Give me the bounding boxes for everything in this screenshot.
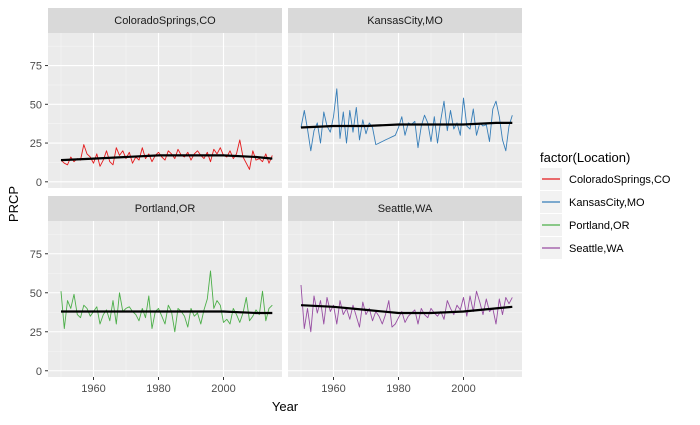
legend: factor(Location) ColoradoSprings,CO Kansas… <box>540 150 671 259</box>
x-tick-label: 2000 <box>451 383 475 395</box>
panel-3: Seattle,WA 1960 1980 2000 <box>288 196 522 395</box>
facet-strip <box>288 196 522 221</box>
facet-strip-label: KansasCity,MO <box>367 15 443 27</box>
facet-strip <box>48 8 282 33</box>
x-tick-label: 1960 <box>321 383 345 395</box>
legend-item: KansasCity,MO <box>540 191 645 213</box>
legend-item: Portland,OR <box>540 214 630 236</box>
facet-strip <box>288 8 522 33</box>
trend-line-3 <box>300 304 513 315</box>
y-tick-label: 0 <box>36 177 42 189</box>
panel-0: ColoradoSprings,CO 0 25 50 75 <box>30 8 282 189</box>
series-line-3 <box>300 284 513 333</box>
y-axis-title: PRCP <box>6 186 21 222</box>
x-tick-label: 1980 <box>386 383 410 395</box>
y-tick-label: 25 <box>30 327 42 339</box>
x-tick-label: 2000 <box>211 383 235 395</box>
trend-line-1 <box>300 121 513 129</box>
x-tick-label: 1980 <box>146 383 170 395</box>
x-axis-title: Year <box>272 399 299 414</box>
series-line-2 <box>60 270 273 333</box>
y-tick-label: 75 <box>30 61 42 73</box>
x-tick-label: 1960 <box>81 383 105 395</box>
panel-2: Portland,OR 0 25 50 75 1960 1980 2000 <box>30 196 282 395</box>
trend-line-2 <box>61 310 273 315</box>
trend-line-0 <box>60 154 273 162</box>
facet-strip-label: Seattle,WA <box>378 203 433 215</box>
facet-strip-label: Portland,OR <box>135 203 196 215</box>
legend-item: Seattle,WA <box>540 237 624 259</box>
panel-background <box>288 221 522 377</box>
legend-label: Seattle,WA <box>569 243 624 255</box>
y-tick-label: 75 <box>30 249 42 261</box>
legend-title: factor(Location) <box>540 150 630 165</box>
series-line-1 <box>300 88 513 152</box>
legend-item: ColoradoSprings,CO <box>540 168 671 190</box>
legend-label: KansasCity,MO <box>569 197 645 209</box>
facet-strip <box>48 196 282 221</box>
y-tick-label: 25 <box>30 138 42 150</box>
y-tick-label: 0 <box>36 366 42 378</box>
facet-strip-label: ColoradoSprings,CO <box>114 15 216 27</box>
panel-background <box>288 33 522 188</box>
y-tick-label: 50 <box>30 288 42 300</box>
panel-1: KansasCity,MO <box>288 8 522 188</box>
legend-label: ColoradoSprings,CO <box>569 174 671 186</box>
y-tick-label: 50 <box>30 99 42 111</box>
legend-label: Portland,OR <box>569 220 630 232</box>
